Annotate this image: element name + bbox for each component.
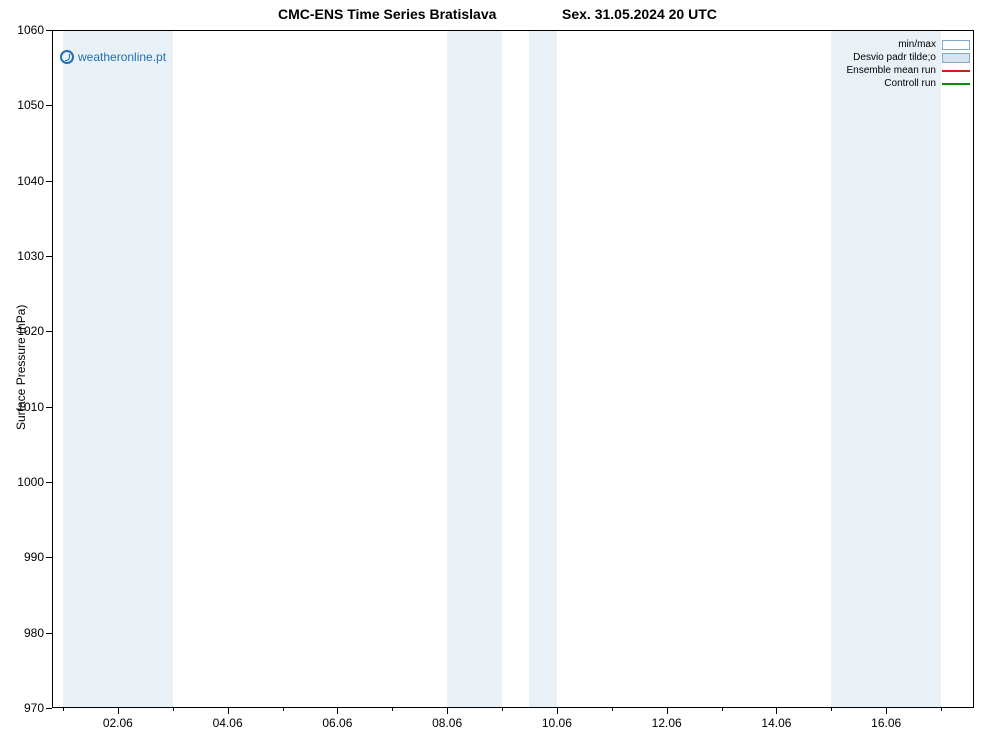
- legend-label: min/max: [898, 38, 936, 51]
- y-tick-mark: [46, 708, 52, 709]
- x-tick-label: 16.06: [871, 716, 901, 730]
- x-tick-mark: [667, 708, 668, 714]
- y-tick-label: 1050: [17, 98, 44, 112]
- legend-item: Controll run: [847, 77, 971, 90]
- shaded-band: [447, 30, 502, 708]
- y-tick-mark: [46, 256, 52, 257]
- y-tick-label: 1040: [17, 174, 44, 188]
- x-tick-mark: [776, 708, 777, 714]
- x-minor-tick: [941, 708, 942, 711]
- shaded-band: [831, 30, 941, 708]
- plot-area: 970980990100010101020103010401050106002.…: [52, 30, 974, 708]
- legend-label: Controll run: [884, 77, 936, 90]
- watermark: weatheronline.pt: [60, 50, 166, 64]
- watermark-text: weatheronline.pt: [78, 50, 166, 64]
- x-minor-tick: [612, 708, 613, 711]
- y-tick-label: 1030: [17, 249, 44, 263]
- x-tick-mark: [557, 708, 558, 714]
- legend-item: Ensemble mean run: [847, 64, 971, 77]
- y-tick-mark: [46, 30, 52, 31]
- y-tick-mark: [46, 482, 52, 483]
- shaded-band: [63, 30, 173, 708]
- x-tick-label: 14.06: [761, 716, 791, 730]
- y-tick-mark: [46, 105, 52, 106]
- x-tick-mark: [118, 708, 119, 714]
- x-tick-label: 12.06: [652, 716, 682, 730]
- legend-item: min/max: [847, 38, 971, 51]
- legend-swatch: [942, 83, 970, 85]
- chart-title-right: Sex. 31.05.2024 20 UTC: [562, 6, 717, 22]
- x-tick-label: 08.06: [432, 716, 462, 730]
- x-tick-mark: [886, 708, 887, 714]
- legend-swatch: [942, 70, 970, 72]
- x-tick-mark: [228, 708, 229, 714]
- legend-swatch: [942, 53, 970, 63]
- y-tick-mark: [46, 407, 52, 408]
- watermark-icon: [60, 50, 74, 64]
- y-tick-mark: [46, 181, 52, 182]
- x-minor-tick: [63, 708, 64, 711]
- legend: min/maxDesvio padr tilde;oEnsemble mean …: [847, 38, 971, 90]
- y-tick-label: 1060: [17, 23, 44, 37]
- x-tick-label: 02.06: [103, 716, 133, 730]
- x-minor-tick: [831, 708, 832, 711]
- x-tick-mark: [447, 708, 448, 714]
- y-tick-label: 980: [24, 626, 44, 640]
- y-tick-label: 970: [24, 701, 44, 715]
- y-tick-mark: [46, 557, 52, 558]
- x-minor-tick: [392, 708, 393, 711]
- x-minor-tick: [173, 708, 174, 711]
- x-tick-label: 10.06: [542, 716, 572, 730]
- y-tick-mark: [46, 633, 52, 634]
- y-tick-label: 1000: [17, 475, 44, 489]
- y-tick-label: 1020: [17, 324, 44, 338]
- y-tick-label: 1010: [17, 400, 44, 414]
- legend-item: Desvio padr tilde;o: [847, 51, 971, 64]
- y-tick-mark: [46, 331, 52, 332]
- legend-label: Desvio padr tilde;o: [853, 51, 936, 64]
- x-tick-mark: [337, 708, 338, 714]
- x-minor-tick: [722, 708, 723, 711]
- legend-swatch: [942, 40, 970, 50]
- y-tick-label: 990: [24, 550, 44, 564]
- chart-title-left: CMC-ENS Time Series Bratislava: [278, 6, 496, 22]
- x-minor-tick: [283, 708, 284, 711]
- x-tick-label: 04.06: [213, 716, 243, 730]
- shaded-band: [529, 30, 556, 708]
- legend-label: Ensemble mean run: [847, 64, 937, 77]
- x-tick-label: 06.06: [322, 716, 352, 730]
- x-minor-tick: [502, 708, 503, 711]
- pressure-time-series-chart: CMC-ENS Time Series Bratislava Sex. 31.0…: [0, 0, 1000, 733]
